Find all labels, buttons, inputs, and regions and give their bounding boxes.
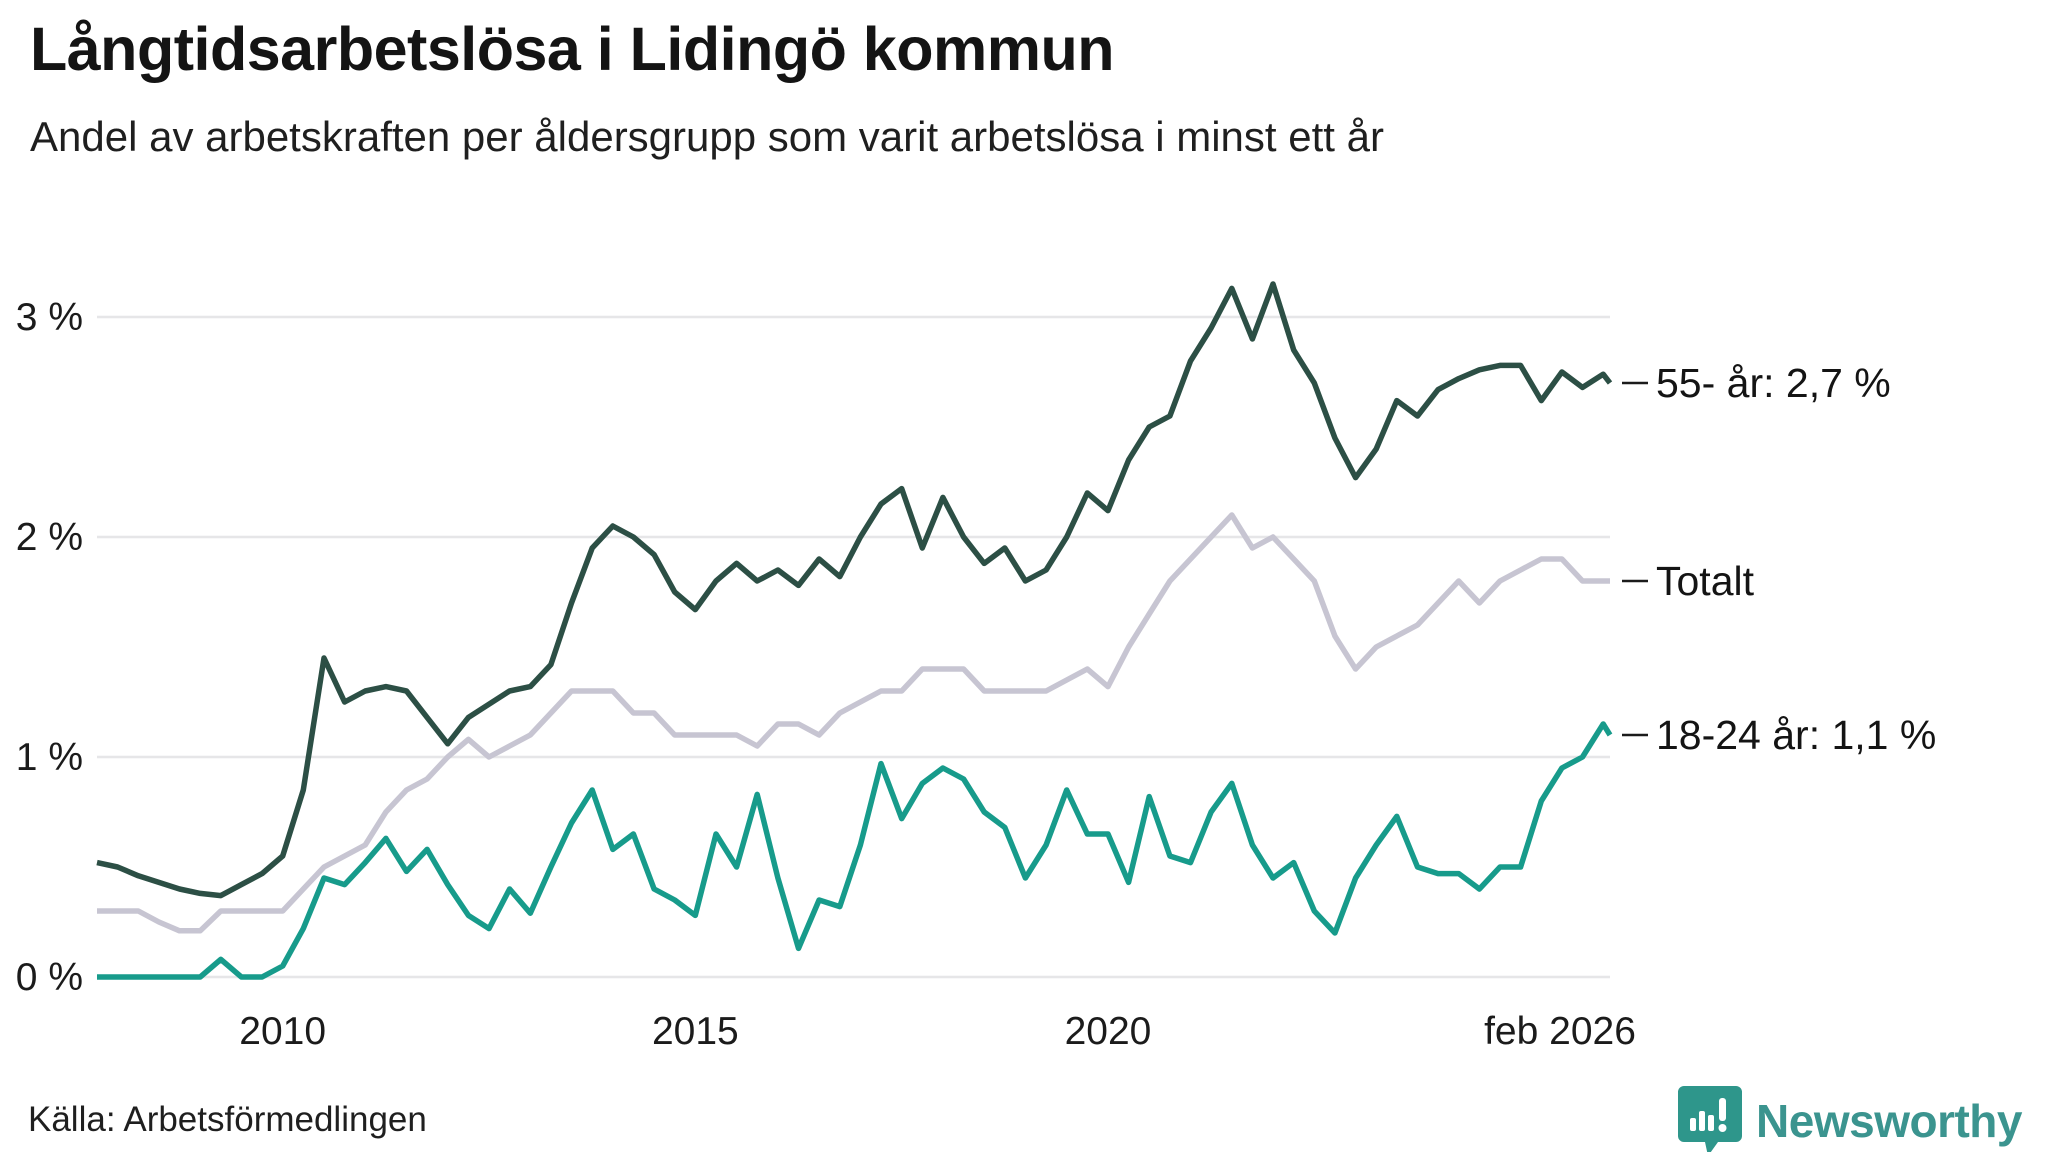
y-tick-label: 1 %: [16, 736, 83, 779]
y-tick-label: 0 %: [16, 956, 83, 999]
x-tick-label: feb 2026: [1484, 1010, 1636, 1053]
newsworthy-speech-bubble-bar-chart-icon: [1678, 1086, 1743, 1152]
y-tick-label: 2 %: [16, 516, 83, 559]
x-tick-label: 2015: [652, 1010, 739, 1053]
x-tick-label: 2020: [1065, 1010, 1152, 1053]
series-end-label: Totalt: [1656, 558, 1755, 604]
source-text: Källa: Arbetsförmedlingen: [28, 1100, 427, 1139]
series-line-totalt: [97, 512, 1610, 934]
page-title: Långtidsarbetslösa i Lidingö kommun: [30, 15, 1115, 83]
newsworthy-wordmark: Newsworthy: [1756, 1095, 2022, 1147]
chart-header: Långtidsarbetslösa i Lidingö kommun Ande…: [30, 14, 2018, 163]
newsworthy-logo: Newsworthy: [1678, 1086, 2022, 1152]
series-layer: [96, 281, 1613, 980]
gridlines-layer: [97, 315, 1610, 979]
chart-subtitle: Andel av arbetskraften per åldersgrupp s…: [30, 113, 1384, 161]
x-tick-label: 2010: [239, 1010, 326, 1053]
axis-labels-layer: 0 % 1 % 2 % 3 % 2010 2015 2020 feb 2026 Totalt 18…: [16, 296, 1937, 1053]
series-line-18-24-r: [97, 721, 1613, 980]
series-line-55-r: [96, 281, 1613, 899]
y-tick-label: 3 %: [16, 296, 83, 339]
series-end-label: 18-24 år: 1,1 %: [1656, 712, 1936, 758]
series-end-label: 55- år: 2,7 %: [1656, 360, 1891, 406]
